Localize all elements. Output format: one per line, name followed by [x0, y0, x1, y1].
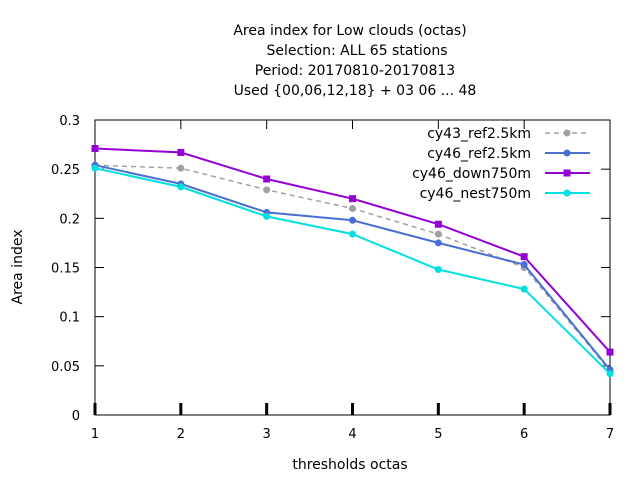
x-axis-title: thresholds octas: [292, 457, 407, 473]
x-tick-label: 6: [520, 427, 528, 442]
legend-label: cy46_nest750m: [420, 186, 531, 202]
legend-label: cy46_ref2.5km: [427, 146, 531, 162]
title-line-1: Area index for Low clouds (octas): [233, 23, 466, 39]
data-point: [606, 348, 614, 356]
data-point: [91, 145, 99, 153]
title-line-4: Used {00,06,12,18} + 03 06 ... 48: [234, 83, 477, 99]
data-point: [263, 175, 271, 183]
chart-title: Area index for Low clouds (octas) Select…: [233, 23, 476, 99]
data-point: [606, 370, 614, 378]
x-axis: 1 2 3 4 5 6 7: [91, 120, 614, 442]
y-axis: 0 0.05 0.1 0.15 0.2 0.25 0.3: [51, 114, 610, 424]
data-point: [434, 265, 442, 273]
legend-label: cy46_down750m: [412, 166, 531, 182]
data-point: [520, 261, 528, 269]
y-tick-label: 0.15: [51, 262, 80, 277]
data-point: [263, 212, 271, 220]
data-point: [434, 239, 442, 247]
data-point: [434, 220, 442, 228]
y-tick-label: 0.1: [59, 311, 80, 326]
x-tick-label: 4: [348, 427, 356, 442]
legend-item: cy46_nest750m: [420, 186, 590, 202]
data-point: [91, 164, 99, 172]
x-tick-label: 7: [606, 427, 614, 442]
x-tick-label: 2: [177, 427, 185, 442]
data-point: [349, 195, 356, 203]
series-line: [94, 147, 611, 353]
data-point: [349, 230, 356, 238]
data-point: [349, 205, 356, 212]
series-cy46_down750m: [91, 145, 614, 356]
data-point: [520, 253, 528, 261]
legend-swatch-marker: [563, 189, 571, 197]
y-tick-label: 0.2: [59, 212, 80, 227]
legend-swatch-marker: [563, 149, 571, 157]
title-line-2: Selection: ALL 65 stations: [266, 43, 447, 59]
data-point: [177, 164, 185, 172]
legend-label: cy43_ref2.5km: [427, 126, 531, 142]
data-point: [349, 216, 356, 224]
legend: cy43_ref2.5km cy46_ref2.5km cy46_down750mc…: [412, 126, 590, 202]
legend-item: cy43_ref2.5km: [427, 126, 590, 142]
legend-swatch-marker: [563, 129, 571, 137]
x-tick-label: 5: [434, 427, 442, 442]
data-point: [520, 285, 528, 293]
x-tick-label: 3: [263, 427, 271, 442]
legend-item: cy46_ref2.5km: [427, 146, 590, 162]
y-tick-label: 0.3: [59, 114, 80, 129]
data-point: [434, 230, 442, 238]
data-point: [177, 183, 185, 191]
x-tick-label: 1: [91, 427, 99, 442]
data-point: [263, 186, 271, 194]
y-axis-title: Area index: [10, 230, 26, 305]
y-tick-label: 0.25: [51, 163, 80, 178]
series-cy46_nest750m: [91, 164, 614, 378]
data-point: [177, 148, 185, 156]
y-tick-label: 0: [72, 409, 80, 424]
title-line-3: Period: 20170810-20170813: [255, 63, 455, 79]
legend-item: cy46_down750m: [412, 166, 590, 182]
y-tick-label: 0.05: [51, 360, 80, 375]
legend-swatch-marker: [563, 169, 571, 177]
series-layer: [91, 145, 614, 378]
